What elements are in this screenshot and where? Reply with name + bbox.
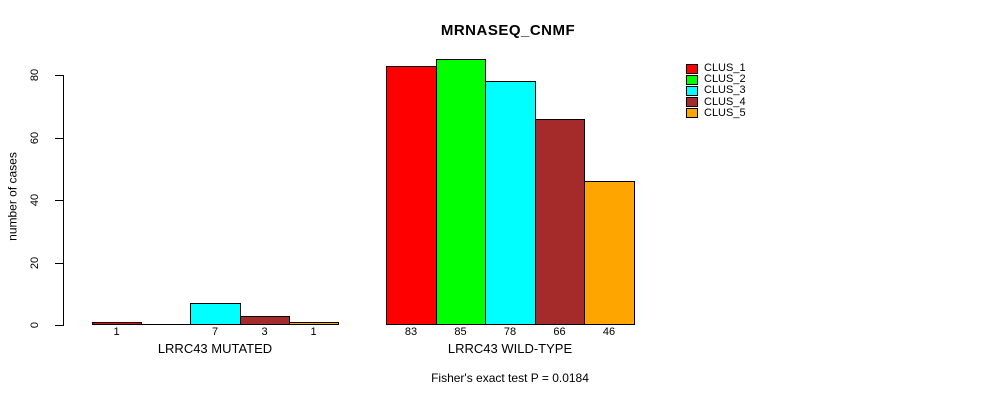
legend-label: CLUS_3 xyxy=(704,84,746,97)
legend: CLUS_1 CLUS_2 CLUS_3 CLUS_4 CLUS_5 xyxy=(686,63,746,119)
legend-label: CLUS_1 xyxy=(704,62,746,75)
bar-value-label: 66 xyxy=(553,326,566,338)
y-axis-tick xyxy=(55,138,64,139)
bar-value-label: 7 xyxy=(211,326,219,338)
bar-value-label: 78 xyxy=(503,326,517,338)
y-axis-tick xyxy=(55,75,64,76)
legend-swatch-clus-5 xyxy=(686,108,698,119)
bar-clus-3-lrrc43-mutated xyxy=(190,303,241,325)
y-axis-tick-label: 80 xyxy=(29,68,41,82)
bar-value-label: 1 xyxy=(310,326,317,338)
legend-item: CLUS_1 xyxy=(686,63,746,74)
legend-item: CLUS_4 xyxy=(686,95,746,108)
bar-value-label: 85 xyxy=(454,326,467,338)
legend-swatch-clus-4 xyxy=(686,97,698,108)
bar-clus-4-lrrc43-mutated xyxy=(240,316,290,325)
legend-item: CLUS_3 xyxy=(686,85,746,96)
bar-clus-1-lrrc43-mutated xyxy=(92,322,142,325)
legend-label: CLUS_2 xyxy=(704,73,746,86)
bar-value-label: 46 xyxy=(602,326,616,338)
x-group-label-mutated: LRRC43 MUTATED xyxy=(157,341,273,356)
legend-swatch-clus-3 xyxy=(686,85,698,96)
fisher-test-annotation: Fisher's exact test P = 0.0184 xyxy=(431,371,589,385)
bar-value-label: 3 xyxy=(261,326,268,338)
y-axis-tick-label: 60 xyxy=(29,131,41,145)
y-axis-tick xyxy=(55,200,64,201)
bar-clus-5-lrrc43-wild-type xyxy=(584,181,635,325)
y-axis-tick-label: 40 xyxy=(29,193,41,207)
y-axis-tick-label: 20 xyxy=(29,256,41,270)
x-group-label-wild-type: LRRC43 WILD-TYPE xyxy=(447,341,573,356)
y-axis-label: number of cases xyxy=(5,152,20,241)
bar-clus-3-lrrc43-wild-type xyxy=(485,81,536,325)
bar-clus-2-lrrc43-wild-type xyxy=(436,59,486,325)
y-axis-tick xyxy=(55,325,64,326)
legend-swatch-clus-1 xyxy=(686,63,698,74)
legend-label: CLUS_4 xyxy=(704,95,746,108)
bar-value-label: 83 xyxy=(404,326,418,338)
bar-clus-5-lrrc43-mutated xyxy=(289,322,339,325)
y-axis-tick xyxy=(55,263,64,264)
legend-swatch-clus-2 xyxy=(686,74,698,85)
y-axis-tick-label: 0 xyxy=(29,321,41,329)
legend-label: CLUS_5 xyxy=(704,106,746,119)
bar-value-label: 1 xyxy=(113,326,120,338)
chart-title: MRNASEQ_CNMF xyxy=(440,22,576,39)
bar-clus-1-lrrc43-wild-type xyxy=(386,66,437,325)
legend-item: CLUS_5 xyxy=(686,106,746,119)
legend-item: CLUS_2 xyxy=(686,74,746,85)
bar-clus-4-lrrc43-wild-type xyxy=(535,119,585,325)
